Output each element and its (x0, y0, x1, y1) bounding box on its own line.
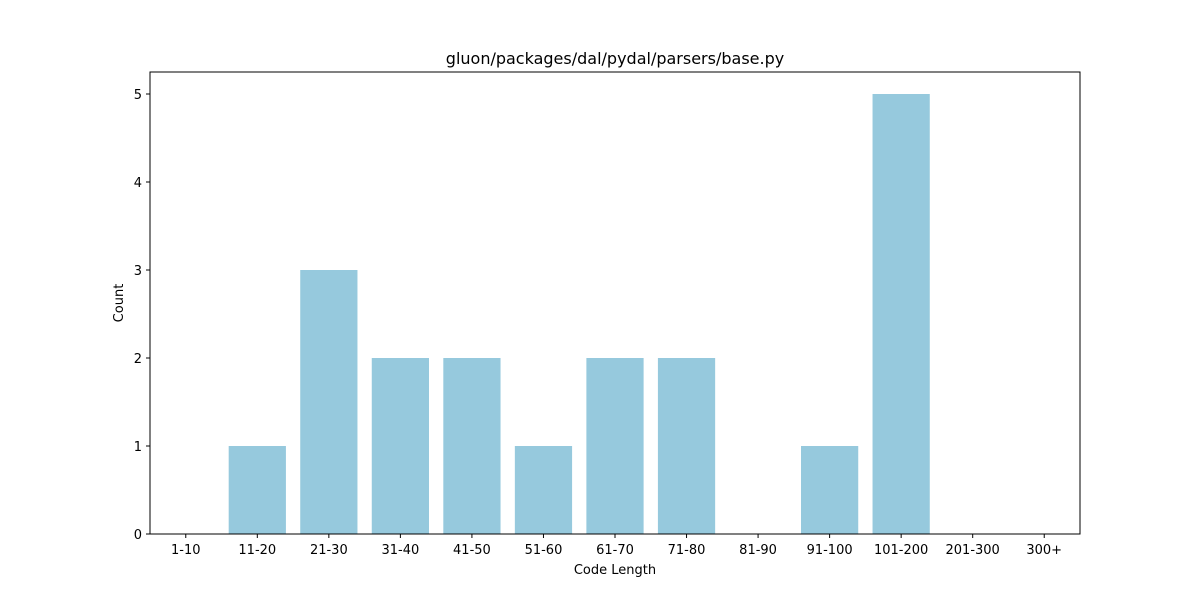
x-axis-ticks: 1-10 11-20 21-30 31-40 41-50 51-60 61-70 71-80 8… (171, 534, 1062, 558)
x-tick-label: 71-80 (668, 543, 706, 558)
bar-41-50 (443, 358, 501, 534)
bar-101-200 (872, 94, 930, 534)
chart-title: gluon/packages/dal/pydal/parsers/base.py (446, 49, 784, 68)
x-tick-label: 11-20 (238, 543, 276, 558)
x-tick-label: 81-90 (739, 543, 777, 558)
bar-11-20 (228, 446, 286, 534)
x-tick-label: 31-40 (381, 543, 419, 558)
x-tick-label: 1-10 (171, 543, 201, 558)
y-tick-label: 2 (134, 352, 142, 367)
bar-31-40 (371, 358, 429, 534)
y-axis-label: Count (112, 284, 127, 323)
bar-51-60 (514, 446, 573, 534)
x-tick-label: 41-50 (453, 543, 491, 558)
bars-layer (228, 94, 930, 534)
x-tick-label: 201-300 (946, 543, 1000, 558)
y-tick-label: 5 (134, 88, 142, 103)
y-tick-label: 3 (134, 264, 142, 279)
x-tick-label: 51-60 (525, 543, 563, 558)
bar-91-100 (801, 446, 859, 534)
bar-71-80 (657, 358, 716, 534)
y-tick-label: 1 (134, 440, 142, 455)
bar-21-30 (300, 270, 358, 534)
x-tick-label: 91-100 (807, 543, 853, 558)
y-tick-label: 4 (134, 176, 142, 191)
plot-area-frame (149, 71, 1081, 535)
x-tick-label: 101-200 (874, 543, 928, 558)
x-axis-label: Code Length (574, 563, 656, 578)
y-axis-ticks: 0 1 2 3 4 5 (134, 88, 150, 543)
bar-61-70 (586, 358, 644, 534)
x-tick-label: 300+ (1026, 543, 1062, 558)
y-tick-label: 0 (134, 528, 142, 543)
x-tick-label: 21-30 (310, 543, 348, 558)
x-tick-label: 61-70 (596, 543, 634, 558)
